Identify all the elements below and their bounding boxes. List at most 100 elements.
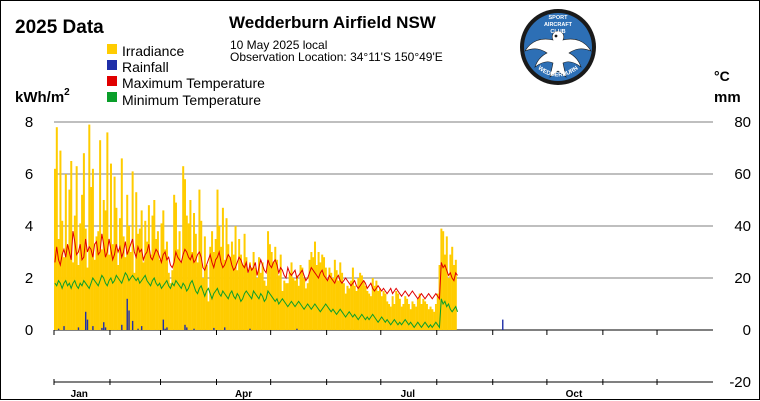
irradiance-bar: [104, 210, 107, 330]
irradiance-bar: [203, 236, 206, 330]
observation-date: 10 May 2025 local: [230, 38, 327, 52]
irradiance-bar: [424, 301, 427, 330]
irradiance-bar: [111, 244, 114, 330]
irradiance-bar: [420, 304, 423, 330]
irradiance-bar: [211, 231, 214, 330]
irradiance-bar: [337, 280, 340, 330]
irradiance-bar: [167, 272, 170, 330]
irradiance-bar: [360, 275, 363, 330]
month-label: Jan: [71, 389, 88, 400]
irradiance-bar: [317, 252, 320, 330]
irradiance-bar: [375, 280, 378, 330]
irradiance-bar: [120, 158, 123, 330]
irradiance-bar: [109, 163, 112, 330]
rainfall-bar: [104, 327, 107, 330]
irradiance-bar: [400, 306, 403, 330]
irradiance-bar: [81, 194, 84, 330]
irradiance-bar: [171, 270, 174, 330]
irradiance-bar: [351, 267, 354, 330]
rainfall-bar: [164, 328, 166, 330]
irradiance-bar: [350, 280, 353, 330]
irradiance-bar: [398, 298, 401, 330]
irradiance-bar: [234, 226, 237, 330]
rainfall-bar: [128, 310, 130, 330]
irradiance-bar: [313, 241, 316, 330]
irradiance-bar: [256, 278, 259, 330]
rainfall-bar: [296, 328, 298, 330]
left-tick-label: 0: [25, 322, 33, 339]
irradiance-bar: [221, 207, 224, 330]
left-axis-unit-superscript: 2: [64, 87, 70, 98]
irradiance-bar: [227, 244, 230, 330]
irradiance-bar: [342, 283, 345, 330]
rainfall-bar: [131, 320, 134, 330]
irradiance-bar: [344, 293, 347, 330]
irradiance-bar: [321, 254, 324, 330]
irradiance-bar: [198, 189, 201, 330]
irradiance-bar: [341, 272, 344, 330]
left-axis-ticks: 0 2 4 6 8: [25, 114, 33, 339]
irradiance-bar: [183, 179, 186, 330]
irradiance-bar: [413, 304, 416, 330]
irradiance-bar: [368, 293, 371, 330]
irradiance-bar: [276, 259, 279, 330]
legend-label-irradiance: Irradiance: [122, 43, 184, 59]
irradiance-bar: [346, 285, 349, 330]
irradiance-bar: [407, 304, 410, 330]
left-tick-label: 6: [25, 166, 33, 183]
irradiance-bar: [380, 296, 383, 330]
irradiance-bar: [131, 171, 134, 330]
irradiance-bar: [178, 231, 181, 330]
irradiance-bar: [330, 272, 333, 330]
eagle-eye-icon: [554, 34, 558, 38]
irradiance-bar: [310, 252, 313, 330]
right-tick-label: 60: [734, 166, 751, 183]
irradiance-bar: [418, 293, 421, 330]
irradiance-bar: [200, 220, 203, 330]
irradiance-bar: [443, 254, 446, 330]
irradiance-bar: [147, 205, 150, 330]
irradiance-bar: [86, 267, 89, 330]
irradiance-bar: [449, 254, 452, 330]
irradiance-bar: [324, 267, 327, 330]
irradiance-bar: [451, 246, 454, 330]
irradiance-bar: [156, 231, 159, 330]
legend-item-rainfall: Rainfall: [107, 59, 169, 75]
irradiance-bar: [416, 298, 419, 330]
irradiance-bar: [135, 192, 138, 330]
rainfall-bar: [193, 328, 195, 330]
irradiance-bar: [155, 239, 158, 330]
irradiance-bar: [265, 285, 268, 330]
rainfall-bar: [77, 327, 80, 330]
irradiance-bar: [422, 298, 425, 330]
irradiance-bar: [353, 285, 356, 330]
irradiance-bar: [373, 285, 376, 330]
rainfall-bar: [137, 328, 139, 330]
logo-text-club: CLUB: [550, 29, 565, 35]
legend-swatch-irradiance: [107, 44, 117, 54]
irradiance-bar: [117, 265, 120, 330]
irradiance-bar: [118, 218, 122, 330]
irradiance-bar: [72, 262, 75, 330]
irradiance-bar: [425, 304, 428, 330]
right-tick-label: 80: [734, 114, 751, 131]
irradiance-bar: [323, 257, 326, 330]
irradiance-bar: [205, 265, 208, 330]
irradiance-bar: [59, 150, 62, 330]
irradiance-bar: [453, 265, 456, 330]
irradiance-bar: [82, 153, 85, 330]
logo-text-sport: SPORT: [549, 15, 569, 21]
irradiance-bar: [54, 168, 57, 330]
min-temperature-series: [54, 271, 458, 329]
irradiance-bar: [245, 257, 248, 330]
irradiance-bar: [189, 200, 192, 330]
irradiance-bar: [149, 254, 152, 330]
irradiance-bar: [406, 298, 409, 330]
irradiance-bar: [294, 280, 297, 330]
irradiance-bar: [339, 262, 342, 330]
legend-swatch-min-temperature: [107, 92, 117, 102]
irradiance-bar: [362, 280, 365, 330]
legend-label-min-temperature: Minimum Temperature: [122, 92, 261, 108]
irradiance-bar: [214, 239, 217, 330]
irradiance-bar: [73, 215, 76, 330]
